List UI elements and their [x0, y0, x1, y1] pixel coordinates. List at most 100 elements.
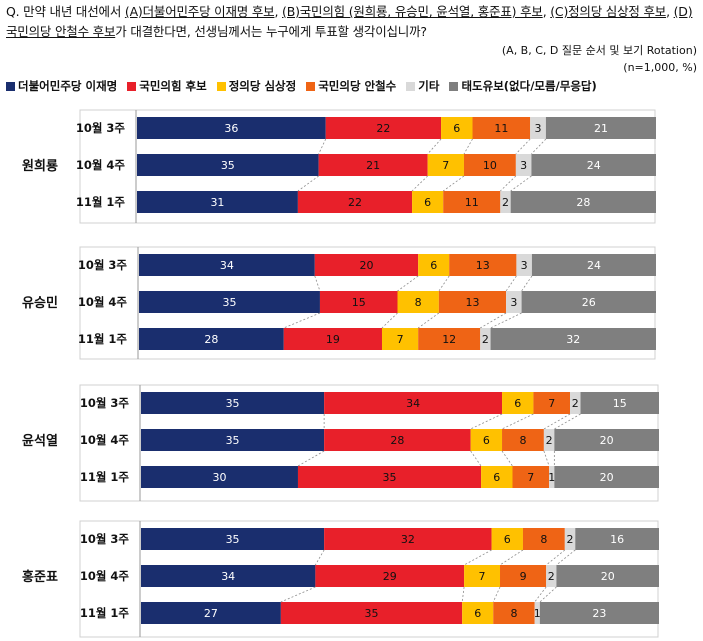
row-label: 10월 4주 — [80, 433, 130, 447]
data-label: 8 — [519, 434, 526, 447]
bar-segment — [502, 392, 534, 414]
data-label: 7 — [548, 397, 555, 410]
row-label: 10월 3주 — [80, 532, 130, 546]
connector-line — [463, 549, 492, 566]
data-label: 35 — [222, 296, 236, 309]
bar-segment — [141, 602, 281, 624]
data-label: 27 — [204, 607, 218, 620]
row-label: 10월 3주 — [80, 396, 130, 410]
bar-segment — [512, 466, 550, 488]
legend-label-0: 더불어민주당 이재명 — [18, 79, 118, 93]
bar-segment — [427, 154, 464, 176]
bar-segment — [533, 392, 571, 414]
row-label: 10월 3주 — [78, 258, 128, 272]
connector-line — [442, 175, 465, 192]
data-label: 3 — [535, 122, 542, 135]
connector-line — [461, 586, 465, 603]
bar-segment — [554, 429, 659, 451]
legend-label-3: 국민의당 안철수 — [318, 79, 397, 93]
bar-segment — [549, 466, 555, 488]
legend-item-4: 기타 — [406, 78, 439, 94]
bar-segment — [315, 565, 465, 587]
connector-line — [539, 586, 557, 603]
group-label-0: 원희룡 — [22, 159, 58, 174]
data-label: 2 — [567, 533, 574, 546]
bar-segment — [324, 429, 471, 451]
bar-segment — [283, 328, 382, 350]
bar-segment — [472, 117, 531, 139]
bar-segment — [530, 117, 546, 139]
connector-line — [463, 138, 473, 155]
bar-segment — [381, 328, 419, 350]
data-label: 1 — [548, 471, 555, 484]
data-label: 24 — [587, 159, 601, 172]
row-label: 11월 1주 — [80, 470, 130, 484]
bar-segment — [141, 466, 298, 488]
connector-line — [438, 275, 450, 292]
connector-line — [314, 275, 321, 292]
bar-segment — [464, 565, 501, 587]
bar-segment — [319, 291, 398, 313]
bar-segment — [506, 291, 522, 313]
connector-line — [534, 586, 547, 603]
bar-segment — [480, 328, 491, 350]
connector-line — [280, 586, 316, 603]
bar-segment — [564, 528, 576, 550]
bar-segment — [493, 602, 535, 624]
data-label: 34 — [406, 397, 420, 410]
data-label: 6 — [453, 122, 460, 135]
bar-segment — [141, 528, 325, 550]
data-label: 8 — [415, 296, 422, 309]
bar-segment — [470, 429, 503, 451]
data-label: 32 — [566, 333, 580, 346]
connector-line — [397, 275, 419, 292]
bar-segment — [463, 154, 516, 176]
connector-line — [501, 413, 534, 430]
data-label: 35 — [383, 471, 397, 484]
bar-segment — [490, 328, 656, 350]
data-label: 20 — [359, 259, 373, 272]
option-b: (B)국민의힘 (원희룡, 유승민, 윤석열, 홍준표) 후보 — [282, 4, 543, 19]
data-label: 7 — [527, 471, 534, 484]
data-label: 1 — [534, 607, 541, 620]
data-label: 21 — [366, 159, 380, 172]
data-label: 7 — [479, 570, 486, 583]
bar-segment — [438, 291, 507, 313]
group-label-1: 유승민 — [22, 295, 58, 311]
data-label: 2 — [482, 333, 489, 346]
data-label: 22 — [376, 122, 390, 135]
question-suffix: 가 대결한다면, 선생님께서는 누구에게 투표할 생각이십니까? — [115, 24, 427, 39]
question-sep-3: , — [666, 4, 674, 19]
row-label: 10월 3주 — [76, 121, 126, 135]
connector-line — [543, 450, 550, 467]
row-label: 11월 1주 — [78, 332, 128, 346]
bar-segment — [462, 602, 494, 624]
bar-segment — [137, 191, 298, 213]
data-label: 16 — [610, 533, 624, 546]
data-label: 2 — [546, 434, 553, 447]
data-label: 11 — [465, 196, 479, 209]
data-label: 2 — [502, 196, 509, 209]
connector-line — [490, 312, 522, 329]
data-label: 6 — [514, 397, 521, 410]
connector-line — [381, 312, 398, 329]
data-label: 30 — [212, 471, 226, 484]
connector-line — [554, 413, 581, 430]
connector-line — [492, 586, 501, 603]
bar-segment — [521, 291, 656, 313]
data-label: 15 — [352, 296, 366, 309]
legend-swatch-1 — [127, 81, 137, 91]
data-label: 6 — [424, 196, 431, 209]
bar-segment — [570, 392, 581, 414]
data-label: 20 — [600, 434, 614, 447]
connector-line — [510, 175, 532, 192]
data-label: 35 — [365, 607, 379, 620]
legend-item-2: 정의당 심상정 — [216, 78, 296, 94]
legend-swatch-3 — [306, 81, 316, 91]
bar-segment — [580, 392, 659, 414]
data-label: 6 — [483, 434, 490, 447]
connector-line — [470, 413, 503, 430]
data-label: 35 — [221, 159, 235, 172]
data-label: 34 — [220, 259, 234, 272]
